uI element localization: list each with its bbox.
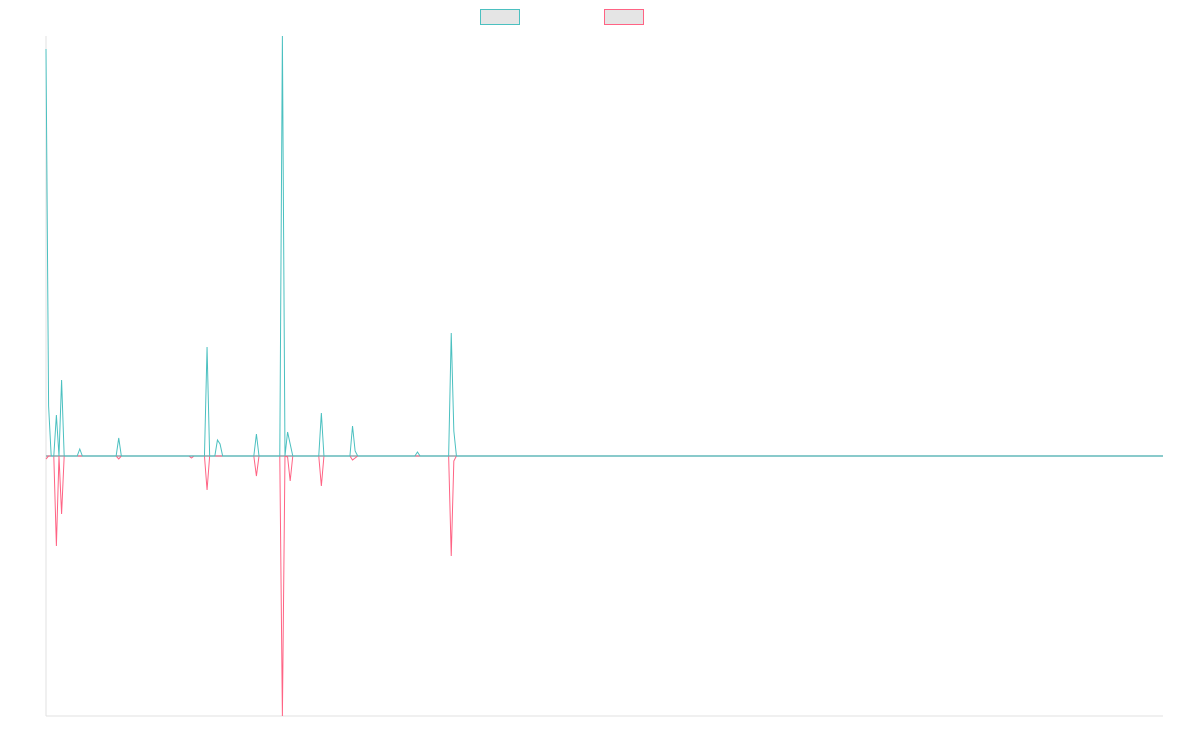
series-2: [45, 455, 1163, 717]
legend-item-series-2[interactable]: [604, 9, 644, 25]
series-line-1: [45, 35, 1163, 457]
series-line-2: [45, 455, 1163, 717]
series-1: [45, 35, 1163, 457]
legend-item-series-1[interactable]: [480, 9, 520, 25]
